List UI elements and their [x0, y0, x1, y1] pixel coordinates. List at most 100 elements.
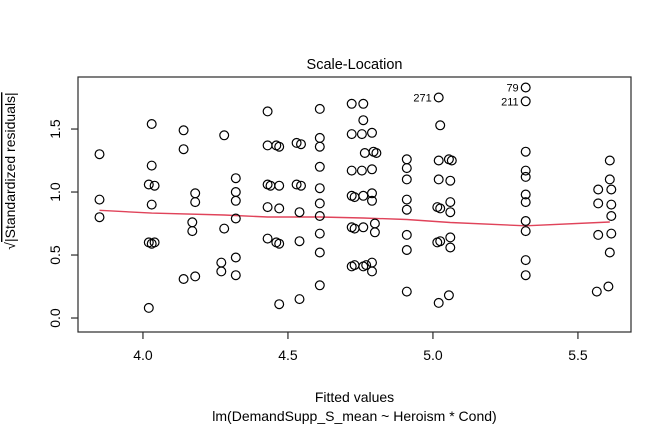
- data-point: [359, 148, 370, 159]
- data-point: [358, 222, 369, 233]
- data-point: [314, 183, 325, 194]
- data-point: [274, 141, 285, 152]
- data-point: [274, 299, 285, 310]
- data-point: [274, 180, 285, 191]
- data-point: [216, 266, 227, 277]
- data-point: [401, 174, 412, 185]
- data-point: [274, 203, 285, 214]
- data-point: [190, 197, 201, 208]
- data-point: [190, 188, 201, 199]
- data-point: [219, 130, 230, 141]
- data-point: [446, 155, 457, 166]
- y-axis-label: √|Standardized residuals|: [2, 92, 18, 249]
- data-point: [262, 202, 273, 213]
- loess-smoother-line: [99, 209, 610, 227]
- x-tick-label: 5.0: [423, 347, 443, 363]
- data-point: [149, 180, 160, 191]
- data-point: [445, 175, 456, 186]
- data-point: [94, 149, 105, 160]
- data-point: [294, 207, 305, 218]
- data-point: [346, 129, 357, 140]
- data-point: [346, 165, 357, 176]
- data-point: [190, 271, 201, 282]
- data-point: [262, 233, 273, 244]
- data-point: [346, 98, 357, 109]
- data-point: [358, 98, 369, 109]
- data-point: [367, 257, 378, 268]
- data-point: [445, 207, 456, 218]
- data-point: [604, 155, 615, 166]
- data-point: [445, 232, 456, 243]
- data-point: [314, 211, 325, 222]
- data-point: [187, 217, 198, 228]
- data-point: [294, 294, 305, 305]
- data-point: [435, 203, 446, 214]
- data-point: [291, 137, 302, 148]
- data-point: [262, 106, 273, 117]
- data-point: [603, 281, 614, 292]
- data-point: [146, 160, 157, 171]
- data-point: [262, 140, 273, 151]
- data-point: [314, 198, 325, 209]
- data-point: [367, 164, 378, 175]
- data-point: [149, 237, 160, 248]
- data-point: [401, 229, 412, 240]
- data-point: [401, 286, 412, 297]
- data-point: [274, 238, 285, 249]
- data-point: [294, 236, 305, 247]
- data-point: [94, 212, 105, 223]
- outlier-label: 271: [413, 93, 431, 105]
- data-point: [356, 129, 367, 140]
- data-point: [314, 141, 325, 152]
- x-tick-label: 4.5: [278, 347, 298, 363]
- data-point: [314, 132, 325, 143]
- data-point: [296, 139, 307, 150]
- data-point: [349, 223, 360, 234]
- data-point: [371, 148, 382, 159]
- data-point: [367, 188, 378, 199]
- data-point: [356, 165, 367, 176]
- y-tick-label: 1.0: [47, 182, 63, 202]
- data-point: [291, 179, 302, 190]
- data-point: [369, 218, 380, 229]
- data-point: [178, 125, 189, 136]
- data-point: [94, 194, 105, 205]
- data-point: [520, 270, 531, 281]
- data-point: [435, 236, 446, 247]
- y-tick-label: 0.0: [47, 308, 63, 328]
- data-point: [520, 171, 531, 182]
- data-point: [604, 174, 615, 185]
- data-point: [230, 173, 241, 184]
- y-axis-label-sqrt: √: [2, 242, 18, 250]
- data-point: [216, 257, 227, 268]
- data-point: [606, 211, 617, 222]
- data-point: [146, 199, 157, 210]
- data-point: [358, 115, 369, 126]
- data-point: [401, 194, 412, 205]
- data-point: [369, 227, 380, 238]
- data-point: [606, 199, 617, 210]
- data-point: [265, 180, 276, 191]
- data-point: [358, 190, 369, 201]
- data-point: [520, 226, 531, 237]
- data-point: [230, 213, 241, 224]
- data-point: [143, 302, 154, 313]
- data-point: [401, 154, 412, 165]
- data-point: [401, 204, 412, 215]
- data-point: [606, 184, 617, 195]
- data-point: [591, 286, 602, 297]
- data-point: [435, 120, 446, 131]
- outlier-point: [433, 92, 444, 103]
- x-axis-label: Fitted values: [315, 389, 394, 405]
- y-tick-label: 0.5: [47, 245, 63, 265]
- data-point: [146, 118, 157, 129]
- data-point: [433, 174, 444, 185]
- data-point: [361, 260, 372, 271]
- data-point: [445, 242, 456, 253]
- data-point: [230, 195, 241, 206]
- data-point: [367, 127, 378, 138]
- data-point: [606, 228, 617, 239]
- data-point: [178, 274, 189, 285]
